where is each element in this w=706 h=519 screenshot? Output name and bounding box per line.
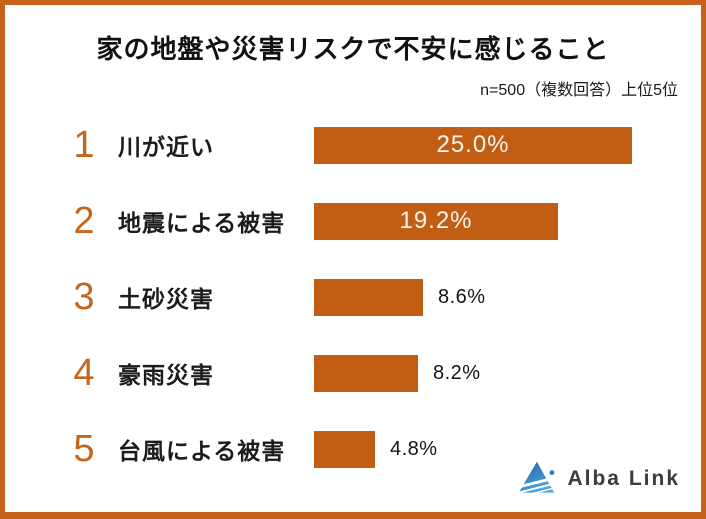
- bar: 25.0%: [314, 126, 632, 164]
- chart-row: 3 土砂災害 8.6%: [5, 259, 701, 335]
- bar-area: 8.2%: [314, 335, 701, 411]
- bar-area: 19.2%: [314, 183, 701, 259]
- value-label: 4.8%: [390, 437, 438, 460]
- chart-row: 2 地震による被害 19.2%: [5, 183, 701, 259]
- bar: [314, 354, 418, 392]
- brand-name-label: Alba Link: [567, 467, 680, 490]
- sample-size-note: n=500（複数回答）上位5位: [480, 82, 678, 99]
- bar: [314, 430, 375, 468]
- value-label: 25.0%: [436, 131, 510, 158]
- category-label: 豪雨災害: [118, 362, 214, 388]
- value-label: 8.2%: [433, 361, 481, 384]
- chart-rows: 1 川が近い 25.0% 2 地震による被害 19.2% 3 土砂災害 8.6%…: [5, 107, 701, 487]
- mountain-triangle-icon: [514, 461, 559, 499]
- rank-number: 5: [73, 427, 95, 470]
- rank-number: 3: [73, 275, 95, 318]
- chart-row: 5 台風による被害 4.8%: [5, 411, 701, 487]
- rank-number: 2: [73, 199, 95, 242]
- bar: [314, 278, 423, 316]
- value-label: 8.6%: [438, 285, 486, 308]
- category-label: 土砂災害: [118, 286, 214, 312]
- bar-area: 4.8%: [314, 411, 701, 487]
- chart-title: 家の地盤や災害リスクで不安に感じること: [96, 34, 610, 64]
- brand-logo: Alba Link: [514, 459, 680, 499]
- category-label: 台風による被害: [118, 438, 286, 464]
- bar: 19.2%: [314, 202, 558, 240]
- rank-number: 1: [73, 123, 95, 166]
- value-label: 19.2%: [399, 207, 473, 234]
- category-label: 地震による被害: [118, 210, 286, 236]
- chart-row: 1 川が近い 25.0%: [5, 107, 701, 183]
- rank-number: 4: [73, 351, 95, 394]
- chart-header: 家の地盤や災害リスクで不安に感じること n=500（複数回答）上位5位: [5, 5, 701, 102]
- bar-area: 25.0%: [314, 107, 701, 183]
- category-label: 川が近い: [118, 134, 214, 160]
- bar-area: 8.6%: [314, 259, 701, 335]
- chart-row: 4 豪雨災害 8.2%: [5, 335, 701, 411]
